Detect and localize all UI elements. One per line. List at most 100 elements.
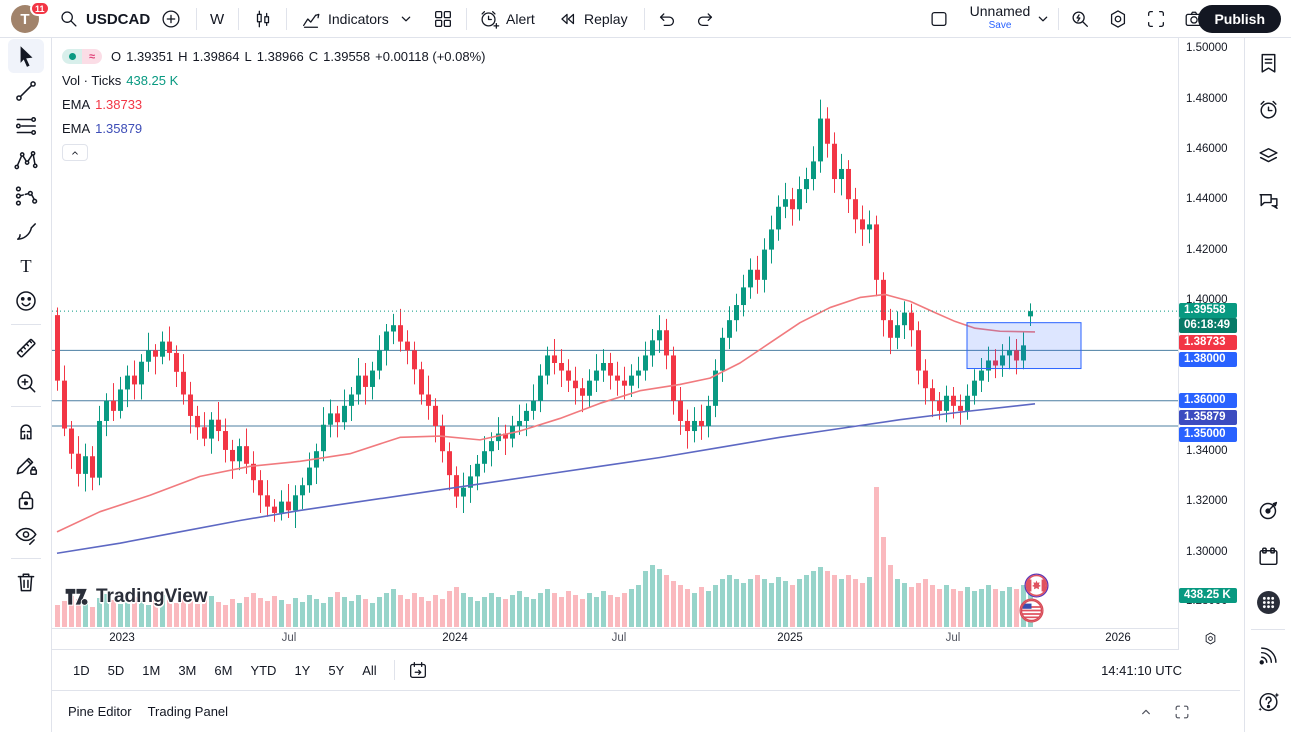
quick-search-button[interactable] bbox=[1069, 0, 1091, 38]
magnet-mode-button[interactable] bbox=[8, 413, 44, 447]
alert-button[interactable]: Alert bbox=[478, 0, 535, 38]
time-tick: Jul bbox=[945, 632, 961, 644]
indicator-templates-button[interactable] bbox=[432, 0, 454, 38]
settings-button[interactable] bbox=[1107, 0, 1129, 38]
symbol-search-button[interactable]: USDCAD bbox=[58, 0, 150, 38]
economic-event-flag-canada[interactable] bbox=[1024, 573, 1049, 603]
layout-name-block[interactable]: Unnamed Save bbox=[962, 2, 1038, 36]
market-status-pill[interactable]: ≈ bbox=[62, 49, 102, 64]
price-axis-label: 1.39558 bbox=[1179, 303, 1237, 318]
apps-button[interactable] bbox=[1249, 583, 1287, 621]
range-toolbar: 1D 5D 1M 3M 6M YTD 1Y 5Y All 14:41:10 UTC bbox=[52, 650, 1240, 691]
time-tick: Jul bbox=[611, 632, 627, 644]
canada-flag-icon bbox=[1024, 573, 1049, 598]
time-tick: Jul bbox=[281, 632, 297, 644]
drawing-mode-button[interactable] bbox=[8, 448, 44, 482]
axis-settings-gear-icon[interactable] bbox=[1203, 628, 1225, 648]
replay-button[interactable]: Replay bbox=[556, 0, 628, 38]
market-open-dot bbox=[68, 53, 76, 60]
ema1-legend-label[interactable]: EMA bbox=[62, 97, 91, 112]
compare-add-button[interactable] bbox=[160, 0, 182, 38]
chat-button[interactable] bbox=[1249, 182, 1287, 220]
brush-tool[interactable] bbox=[8, 214, 44, 248]
range-button-5y[interactable]: 5Y bbox=[321, 659, 351, 682]
chevron-down-icon bbox=[1032, 8, 1054, 30]
timeframe-button[interactable]: W bbox=[210, 0, 224, 38]
pine-editor-button[interactable]: Pine Editor bbox=[68, 704, 132, 719]
streams-button[interactable] bbox=[1249, 636, 1287, 674]
ohlc-high-value: 1.39864 bbox=[192, 49, 240, 64]
object-tree-button[interactable] bbox=[1249, 136, 1287, 174]
hide-drawings-button[interactable] bbox=[8, 518, 44, 552]
cursor-tool[interactable] bbox=[7, 39, 44, 73]
range-button-1m[interactable]: 1M bbox=[135, 659, 167, 682]
utc-clock[interactable]: 14:41:10 UTC bbox=[1101, 662, 1182, 678]
price-axis-label: 1.35879 bbox=[1179, 409, 1237, 425]
alerts-button[interactable] bbox=[1249, 90, 1287, 128]
trend-line-tool[interactable] bbox=[8, 74, 44, 108]
redo-button[interactable] bbox=[694, 0, 716, 38]
fullscreen-button[interactable] bbox=[1145, 0, 1167, 38]
notification-badge: 11 bbox=[30, 1, 50, 16]
time-axis[interactable]: 2023 Jul 2024 Jul 2025 Jul 2026 bbox=[52, 628, 1178, 650]
save-label[interactable]: Save bbox=[988, 20, 1012, 31]
chevron-up-icon bbox=[68, 146, 82, 160]
range-button-1d[interactable]: 1D bbox=[66, 659, 97, 682]
ohlc-low-value: 1.38966 bbox=[256, 49, 304, 64]
range-button-6m[interactable]: 6M bbox=[207, 659, 239, 682]
economic-event-flag-us[interactable] bbox=[1019, 598, 1044, 628]
ohlc-open-label: O bbox=[111, 49, 122, 64]
measure-tool[interactable] bbox=[8, 331, 44, 365]
price-axis[interactable]: 1.50000 1.48000 1.46000 1.44000 1.42000 1.400… bbox=[1178, 38, 1240, 650]
candlestick-icon bbox=[252, 8, 274, 30]
ema2-legend-label[interactable]: EMA bbox=[62, 121, 91, 136]
chart-style-button[interactable] bbox=[252, 0, 274, 38]
price-chart[interactable] bbox=[52, 38, 1178, 628]
trading-panel-button[interactable]: Trading Panel bbox=[147, 704, 229, 719]
ema1-legend-value: 1.38733 bbox=[95, 97, 143, 112]
range-button-1y[interactable]: 1Y bbox=[287, 659, 317, 682]
indicators-button[interactable]: Indicators bbox=[300, 0, 417, 38]
price-axis-label: 1.38733 bbox=[1179, 334, 1237, 350]
right-sidebar bbox=[1244, 38, 1291, 732]
legend-collapse-button[interactable] bbox=[62, 144, 88, 161]
chart-pane[interactable]: ≈ O 1.39351 H 1.39864 L 1.38966 C 1.39558 +0… bbox=[52, 38, 1178, 628]
price-tick: 1.50000 bbox=[1186, 42, 1228, 54]
toolbar-divider bbox=[10, 558, 41, 559]
chevron-down-icon[interactable] bbox=[395, 8, 417, 30]
forecast-tool[interactable] bbox=[8, 179, 44, 213]
pattern-tool[interactable] bbox=[8, 144, 44, 178]
price-axis-label: 438.25 K bbox=[1179, 587, 1237, 603]
lock-drawings-button[interactable] bbox=[8, 483, 44, 517]
time-tick: 2023 bbox=[109, 632, 135, 644]
price-tick: 1.30000 bbox=[1186, 546, 1228, 558]
undo-button[interactable] bbox=[656, 0, 678, 38]
range-button-5d[interactable]: 5D bbox=[101, 659, 132, 682]
zoom-in-tool[interactable] bbox=[8, 366, 44, 400]
help-button[interactable] bbox=[1249, 682, 1287, 720]
panel-collapse-icon[interactable] bbox=[1136, 702, 1156, 722]
remove-drawings-button[interactable] bbox=[8, 565, 44, 599]
time-tick: 2024 bbox=[442, 632, 468, 644]
layout-square-icon bbox=[928, 8, 950, 30]
range-button-all[interactable]: All bbox=[355, 659, 383, 682]
emoji-tool[interactable] bbox=[8, 284, 44, 318]
volume-legend-label[interactable]: Vol · Ticks bbox=[62, 73, 122, 88]
range-button-ytd[interactable]: YTD bbox=[243, 659, 283, 682]
panel-maximize-icon[interactable] bbox=[1172, 702, 1192, 722]
layout-chevron[interactable] bbox=[1032, 0, 1054, 38]
svg-text:T: T bbox=[20, 256, 31, 276]
ideas-button[interactable] bbox=[1249, 491, 1287, 529]
time-tick: 2026 bbox=[1105, 632, 1131, 644]
publish-button[interactable]: Publish bbox=[1198, 5, 1281, 33]
range-button-3m[interactable]: 3M bbox=[171, 659, 203, 682]
layout-button[interactable] bbox=[928, 0, 950, 38]
watchlist-button[interactable] bbox=[1249, 44, 1287, 82]
go-to-date-button[interactable] bbox=[403, 656, 433, 684]
text-tool[interactable]: T bbox=[8, 249, 44, 283]
calendar-button[interactable] bbox=[1249, 537, 1287, 575]
fib-retracement-tool[interactable] bbox=[8, 109, 44, 143]
layout-name: Unnamed bbox=[969, 3, 1031, 19]
undo-icon bbox=[656, 8, 678, 30]
redo-icon bbox=[694, 8, 716, 30]
